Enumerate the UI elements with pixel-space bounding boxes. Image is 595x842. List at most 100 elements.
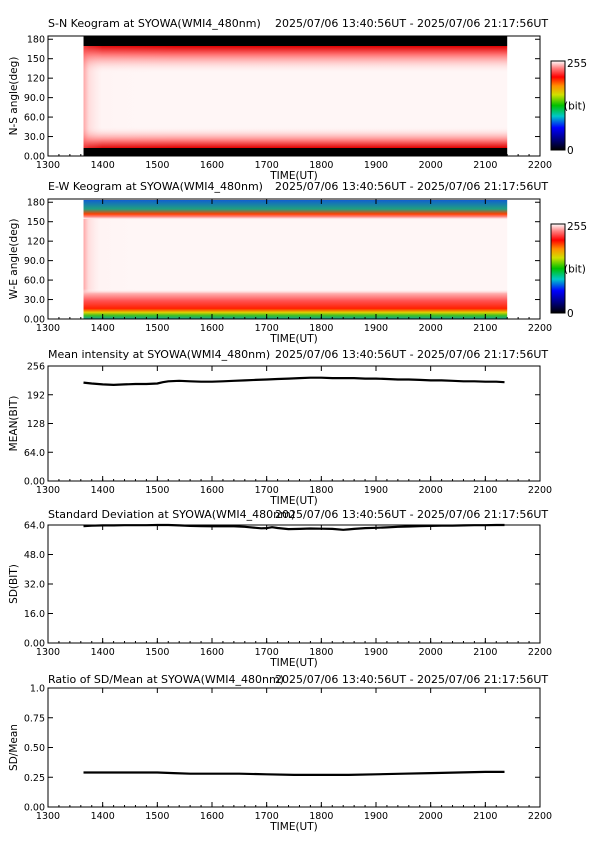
y-tick-label: 0.75	[24, 713, 45, 724]
y-tick-label: 0.00	[24, 639, 45, 650]
x-tick-label: 2200	[528, 160, 552, 171]
y-tick-label: 64.0	[24, 521, 45, 532]
x-tick-label: 2200	[528, 647, 552, 658]
y-tick-label: 192	[27, 390, 45, 401]
time-range-label: 2025/07/06 13:40:56UT - 2025/07/06 21:17…	[275, 508, 548, 521]
x-tick-label: 1300	[36, 647, 60, 658]
y-tick-label: 0.00	[24, 477, 45, 488]
series-line	[83, 770, 505, 776]
y-tick-label: 180	[27, 198, 45, 209]
y-tick-label: 90.0	[24, 256, 45, 267]
y-tick-label: 64.0	[24, 448, 45, 459]
x-tick-label: 1300	[36, 811, 60, 822]
y-tick-label: 128	[27, 419, 45, 430]
keogram-top-mask	[83, 36, 508, 46]
x-tick-label: 2100	[473, 485, 497, 496]
x-axis-label: TIME(UT)	[269, 333, 318, 345]
x-tick-label: 2200	[528, 811, 552, 822]
plot-frame	[47, 524, 541, 644]
keogram-early-glow	[83, 219, 169, 299]
colorbar	[550, 223, 566, 314]
x-tick-label: 1700	[255, 485, 279, 496]
panel-sn: S-N Keogram at SYOWA(WMI4_480nm) 2025/07/…	[8, 17, 587, 182]
x-axis-label: TIME(UT)	[269, 495, 318, 507]
plot-frame	[47, 687, 541, 808]
time-range-label: 2025/07/06 13:40:56UT - 2025/07/06 21:17…	[275, 17, 548, 30]
x-tick-label: 1600	[200, 647, 224, 658]
x-tick-label: 1600	[200, 323, 224, 334]
x-axis-label: TIME(UT)	[269, 657, 318, 669]
y-axis-label: MEAN(BIT)	[8, 396, 20, 452]
keogram-bottom-band	[83, 289, 508, 319]
x-tick-label: 1700	[255, 647, 279, 658]
x-tick-label: 1400	[91, 485, 115, 496]
x-tick-label: 2000	[419, 323, 443, 334]
colorbar-min-label: 0	[567, 308, 574, 320]
y-tick-label: 180	[27, 35, 45, 46]
y-tick-label: 150	[27, 54, 45, 65]
colorbar-max-label: 255	[567, 58, 587, 70]
y-tick-label: 60.0	[24, 276, 45, 287]
x-tick-label: 1800	[309, 160, 333, 171]
chart-title: E-W Keogram at SYOWA(WMI4_480nm)	[48, 180, 263, 193]
x-tick-label: 1900	[364, 485, 388, 496]
series-line	[83, 376, 505, 386]
x-tick-label: 2000	[419, 811, 443, 822]
x-tick-label: 1800	[309, 811, 333, 822]
x-axis-label: TIME(UT)	[269, 170, 318, 182]
colorbar-max-label: 255	[567, 221, 587, 233]
y-tick-label: 60.0	[24, 113, 45, 124]
y-tick-label: 30.0	[24, 295, 45, 306]
chart-title: S-N Keogram at SYOWA(WMI4_480nm)	[48, 17, 261, 30]
panel-ew: E-W Keogram at SYOWA(WMI4_480nm) 2025/07/…	[8, 180, 587, 345]
y-axis-label: SD/Mean	[8, 724, 20, 771]
y-tick-label: 0.25	[24, 773, 45, 784]
y-tick-label: 48.0	[24, 550, 45, 561]
x-tick-label: 1300	[36, 323, 60, 334]
x-tick-label: 1500	[145, 323, 169, 334]
x-tick-label: 2100	[473, 160, 497, 171]
x-tick-label: 1600	[200, 485, 224, 496]
x-tick-label: 2000	[419, 160, 443, 171]
x-tick-label: 1500	[145, 485, 169, 496]
plot-frame	[47, 198, 541, 320]
x-tick-label: 1500	[145, 811, 169, 822]
colorbar-min-label: 0	[567, 145, 574, 157]
x-tick-label: 1400	[91, 647, 115, 658]
x-tick-label: 2200	[528, 323, 552, 334]
x-tick-label: 1700	[255, 323, 279, 334]
x-tick-label: 1700	[255, 811, 279, 822]
x-tick-label: 1400	[91, 160, 115, 171]
y-tick-label: 1.0	[30, 684, 45, 695]
x-tick-label: 1500	[145, 160, 169, 171]
chart-title: Mean intensity at SYOWA(WMI4_480nm)	[48, 348, 270, 361]
series-line	[83, 523, 505, 531]
chart-title: Ratio of SD/Mean at SYOWA(WMI4_480nm)	[48, 673, 284, 686]
y-axis-label: SD(BIT)	[8, 564, 20, 604]
chart-title: Standard Deviation at SYOWA(WMI4_480nm)	[48, 508, 295, 521]
plot-frame	[47, 365, 541, 482]
y-tick-label: 16.0	[24, 609, 45, 620]
x-tick-label: 1800	[309, 485, 333, 496]
y-tick-label: 120	[27, 237, 45, 248]
time-range-label: 2025/07/06 13:40:56UT - 2025/07/06 21:17…	[275, 180, 548, 193]
colorbar-unit-label: (bit)	[564, 264, 586, 276]
plot-frame	[47, 35, 541, 157]
y-tick-label: 256	[27, 362, 45, 373]
y-tick-label: 32.0	[24, 580, 45, 591]
x-tick-label: 1500	[145, 647, 169, 658]
y-tick-label: 0.50	[24, 743, 45, 754]
time-range-label: 2025/07/06 13:40:56UT - 2025/07/06 21:17…	[275, 673, 548, 686]
y-tick-label: 150	[27, 217, 45, 228]
x-tick-label: 1300	[36, 160, 60, 171]
panel-mean: Mean intensity at SYOWA(WMI4_480nm) 2025/…	[8, 348, 552, 507]
x-tick-label: 1400	[91, 323, 115, 334]
x-tick-label: 2100	[473, 811, 497, 822]
y-tick-label: 0.00	[24, 315, 45, 326]
y-tick-label: 30.0	[24, 132, 45, 143]
x-tick-label: 1300	[36, 485, 60, 496]
x-tick-label: 1800	[309, 647, 333, 658]
panel-sd: Standard Deviation at SYOWA(WMI4_480nm)2…	[8, 508, 552, 669]
x-tick-label: 1600	[200, 160, 224, 171]
